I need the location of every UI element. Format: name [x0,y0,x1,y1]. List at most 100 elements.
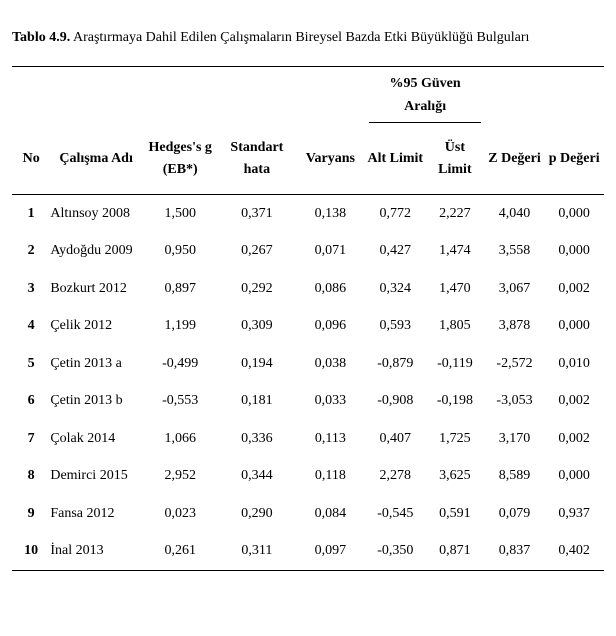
cell-se: 0,194 [219,345,296,383]
cell-p: 0,000 [544,307,604,345]
cell-var: 0,038 [295,345,365,383]
cell-g: 2,952 [142,457,219,495]
cell-lo: 2,278 [365,457,425,495]
cell-hi: 1,470 [425,270,485,308]
cell-g: 0,897 [142,270,219,308]
cell-var: 0,033 [295,382,365,420]
cell-z: -2,572 [485,345,545,383]
cell-p: 0,000 [544,457,604,495]
cell-hi: 1,805 [425,307,485,345]
cell-study: Fansa 2012 [50,495,142,533]
cell-hi: 2,227 [425,194,485,232]
header-ci-span: %95 Güven Aralığı [365,67,484,125]
cell-z: 3,558 [485,232,545,270]
cell-g: -0,553 [142,382,219,420]
cell-lo: 0,427 [365,232,425,270]
cell-index: 8 [12,457,50,495]
cell-hi: 0,871 [425,532,485,570]
cell-z: -3,053 [485,382,545,420]
cell-p: 0,000 [544,194,604,232]
cell-var: 0,086 [295,270,365,308]
cell-hi: 3,625 [425,457,485,495]
cell-study: Demirci 2015 [50,457,142,495]
col-no: No [12,125,50,194]
cell-hi: 0,591 [425,495,485,533]
cell-lo: -0,350 [365,532,425,570]
cell-hi: -0,119 [425,345,485,383]
cell-se: 0,309 [219,307,296,345]
cell-z: 0,837 [485,532,545,570]
cell-var: 0,097 [295,532,365,570]
cell-g: 1,500 [142,194,219,232]
cell-index: 3 [12,270,50,308]
cell-g: 0,023 [142,495,219,533]
cell-study: Bozkurt 2012 [50,270,142,308]
cell-index: 7 [12,420,50,458]
cell-var: 0,118 [295,457,365,495]
cell-p: 0,402 [544,532,604,570]
table-wrapper: %95 Güven Aralığı No Çalışma Adı Hedges'… [12,66,604,571]
cell-z: 0,079 [485,495,545,533]
cell-study: Altınsoy 2008 [50,194,142,232]
table-row: 6Çetin 2013 b-0,5530,1810,033-0,908-0,19… [12,382,604,420]
cell-se: 0,336 [219,420,296,458]
cell-z: 3,878 [485,307,545,345]
cell-z: 4,040 [485,194,545,232]
cell-study: Çetin 2013 b [50,382,142,420]
cell-g: 1,199 [142,307,219,345]
cell-lo: 0,324 [365,270,425,308]
cell-p: 0,010 [544,345,604,383]
table-row: 10İnal 20130,2610,3110,097-0,3500,8710,8… [12,532,604,570]
cell-hi: 1,725 [425,420,485,458]
col-z: Z Değeri [485,125,545,194]
table-body: 1Altınsoy 20081,5000,3710,1380,7722,2274… [12,194,604,570]
cell-index: 6 [12,382,50,420]
cell-se: 0,292 [219,270,296,308]
table-row: 3Bozkurt 20120,8970,2920,0860,3241,4703,… [12,270,604,308]
table-row: 5Çetin 2013 a-0,4990,1940,038-0,879-0,11… [12,345,604,383]
cell-lo: 0,593 [365,307,425,345]
cell-index: 5 [12,345,50,383]
table-row: 7Çolak 20141,0660,3360,1130,4071,7253,17… [12,420,604,458]
header-spacer-right [485,67,604,125]
header-ci-text: %95 Güven Aralığı [369,73,480,123]
cell-se: 0,371 [219,194,296,232]
cell-lo: 0,407 [365,420,425,458]
cell-g: 0,950 [142,232,219,270]
cell-study: Çolak 2014 [50,420,142,458]
col-p: p Değeri [544,125,604,194]
cell-var: 0,113 [295,420,365,458]
cell-study: Çetin 2013 a [50,345,142,383]
table-caption-text: Araştırmaya Dahil Edilen Çalışmaların Bi… [70,30,529,45]
cell-g: -0,499 [142,345,219,383]
cell-se: 0,181 [219,382,296,420]
cell-p: 0,002 [544,420,604,458]
col-var: Varyans [295,125,365,194]
table-caption: Tablo 4.9. Araştırmaya Dahil Edilen Çalı… [12,22,604,54]
col-study: Çalışma Adı [50,125,142,194]
col-hi: Üst Limit [425,125,485,194]
cell-lo: 0,772 [365,194,425,232]
cell-var: 0,071 [295,232,365,270]
cell-se: 0,311 [219,532,296,570]
col-lo: Alt Limit [365,125,425,194]
cell-index: 2 [12,232,50,270]
header-spacer [12,67,365,125]
cell-var: 0,138 [295,194,365,232]
cell-se: 0,267 [219,232,296,270]
cell-lo: -0,908 [365,382,425,420]
table-row: 2Aydoğdu 20090,9500,2670,0710,4271,4743,… [12,232,604,270]
page-root: Tablo 4.9. Araştırmaya Dahil Edilen Çalı… [0,0,616,571]
cell-p: 0,002 [544,270,604,308]
table-row: 4Çelik 20121,1990,3090,0960,5931,8053,87… [12,307,604,345]
cell-var: 0,096 [295,307,365,345]
cell-g: 1,066 [142,420,219,458]
cell-p: 0,002 [544,382,604,420]
cell-z: 3,067 [485,270,545,308]
cell-g: 0,261 [142,532,219,570]
cell-index: 10 [12,532,50,570]
table-row: 9Fansa 20120,0230,2900,084-0,5450,5910,0… [12,495,604,533]
cell-index: 4 [12,307,50,345]
cell-lo: -0,545 [365,495,425,533]
cell-hi: -0,198 [425,382,485,420]
